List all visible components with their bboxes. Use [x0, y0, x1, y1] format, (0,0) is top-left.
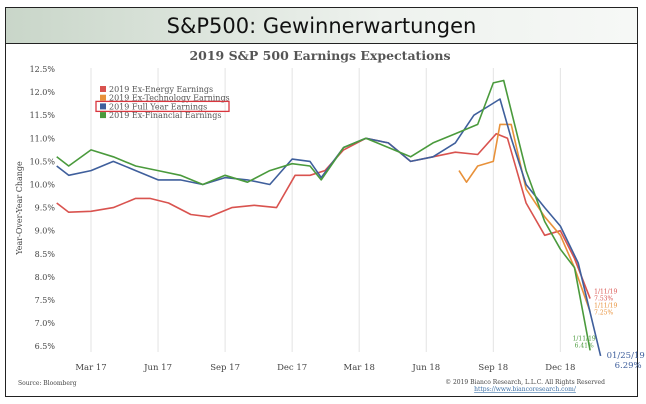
x-tick-label: Mar 17: [75, 363, 106, 373]
legend-entry: 2019 Ex-Technology Earnings: [109, 94, 230, 103]
x-tick-label: Jun 18: [411, 363, 440, 373]
series-line-3: [56, 79, 591, 351]
legend-swatch: [100, 94, 106, 101]
legend-swatch: [100, 112, 106, 119]
end-label: 1/11/19 7.53%: [594, 289, 617, 303]
x-tick-label: Jun 17: [143, 363, 172, 373]
series-line-2: [56, 98, 602, 357]
y-tick-label: 9.0%: [35, 227, 56, 236]
x-tick-label: Dec 17: [277, 363, 307, 373]
legend-entry: 2019 Ex-Financial Earnings: [109, 111, 221, 120]
legend-entry: 2019 Ex-Energy Earnings: [109, 85, 213, 94]
slide-title: S&P500: Gewinnerwartungen: [166, 13, 477, 38]
source-note: Source: Bloomberg: [18, 380, 77, 387]
y-tick-label: 12.0%: [30, 88, 56, 97]
slide-header: S&P500: Gewinnerwartungen: [6, 8, 637, 44]
series-line-1: [458, 123, 591, 312]
y-tick-label: 8.0%: [35, 273, 56, 282]
y-tick-label: 9.5%: [35, 204, 56, 213]
end-label: 1/11/19 7.25%: [594, 303, 617, 317]
copyright-note: © 2019 Bianco Research, L.L.C. All Right…: [445, 379, 605, 386]
x-tick-label: Mar 18: [344, 363, 375, 373]
end-label: 1/11/19 6.41%: [573, 335, 596, 349]
series-line-0: [56, 132, 591, 299]
y-axis-label: Year-Over-Year Change: [15, 161, 24, 256]
source-link[interactable]: https://www.biancoresearch.com/: [474, 386, 577, 393]
y-tick-label: 6.5%: [35, 342, 56, 351]
y-tick-label: 7.0%: [35, 319, 56, 328]
legend-swatch: [100, 86, 106, 92]
legend-swatch: [100, 103, 106, 110]
y-tick-label: 10.5%: [30, 157, 56, 166]
legend-entry: 2019 Full Year Earnings: [109, 102, 207, 111]
x-tick-label: Dec 18: [545, 363, 575, 373]
end-label: 01/25/19 6.29%: [607, 351, 645, 371]
legend-highlight-box: [95, 100, 230, 113]
y-tick-label: 12.5%: [30, 65, 56, 74]
slide-frame: S&P500: Gewinnerwartungen: [5, 7, 638, 397]
x-tick-label: Sep 17: [210, 363, 240, 373]
y-tick-label: 10.0%: [30, 181, 56, 190]
y-tick-label: 11.0%: [30, 134, 56, 143]
y-tick-label: 11.5%: [30, 111, 56, 120]
chart-title: 2019 S&P 500 Earnings Expectations: [189, 48, 450, 63]
y-tick-label: 7.5%: [35, 296, 56, 305]
y-tick-label: 8.5%: [35, 250, 56, 259]
x-tick-label: Sep 18: [478, 363, 508, 373]
